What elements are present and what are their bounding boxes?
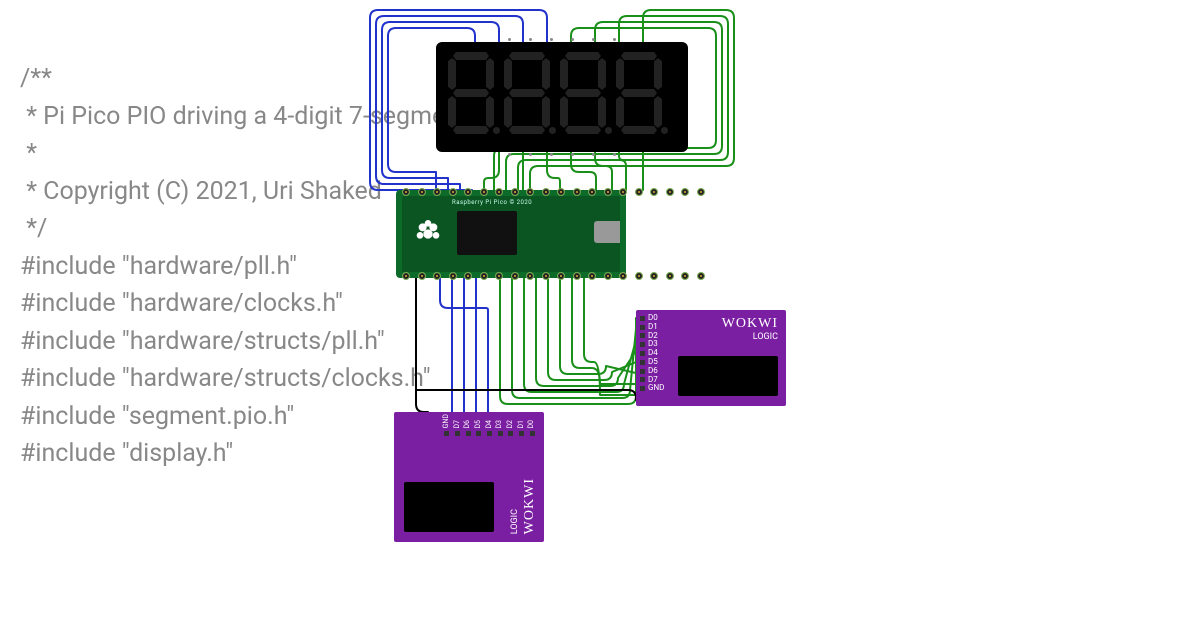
pin-header-bottom: [402, 272, 705, 280]
analyzer-pins: D0D1D2D3D4D5D6D7GND: [640, 314, 664, 393]
analyzer-brand: WOKWI: [722, 316, 778, 332]
digit: [558, 50, 608, 136]
pico-chip: [457, 211, 517, 255]
analyzer-subtitle: LOGIC: [722, 332, 778, 342]
analyzer-subtitle: LOGIC: [510, 509, 520, 534]
raspberry-pi-pico[interactable]: Raspberry Pi Pico © 2020: [396, 190, 626, 278]
pin-header-top: [402, 188, 705, 196]
analyzer-brand: WOKWI: [522, 478, 538, 534]
digit: [614, 50, 664, 136]
digit: [502, 50, 552, 136]
pin-row-top: [508, 38, 616, 41]
analyzer-screen: [404, 482, 494, 532]
logic-analyzer-1[interactable]: D0D1D2D3D4D5D6D7GND WOKWI LOGIC: [636, 310, 786, 406]
raspberry-icon: [412, 214, 444, 246]
pin-row-bottom: [508, 153, 616, 156]
analyzer-pins: D0D1D2D3D4D5D6D7GND: [443, 414, 536, 436]
seven-segment-display[interactable]: [436, 42, 688, 152]
pico-label: Raspberry Pi Pico © 2020: [452, 199, 532, 206]
digit: [446, 50, 496, 136]
usb-port-icon: [594, 221, 620, 243]
logic-analyzer-2[interactable]: D0D1D2D3D4D5D6D7GND LOGIC WOKWI: [394, 412, 544, 542]
circuit-diagram: Raspberry Pi Pico © 2020 D0D1D2D3D4D5D6D…: [0, 0, 1200, 630]
analyzer-screen: [678, 356, 778, 396]
